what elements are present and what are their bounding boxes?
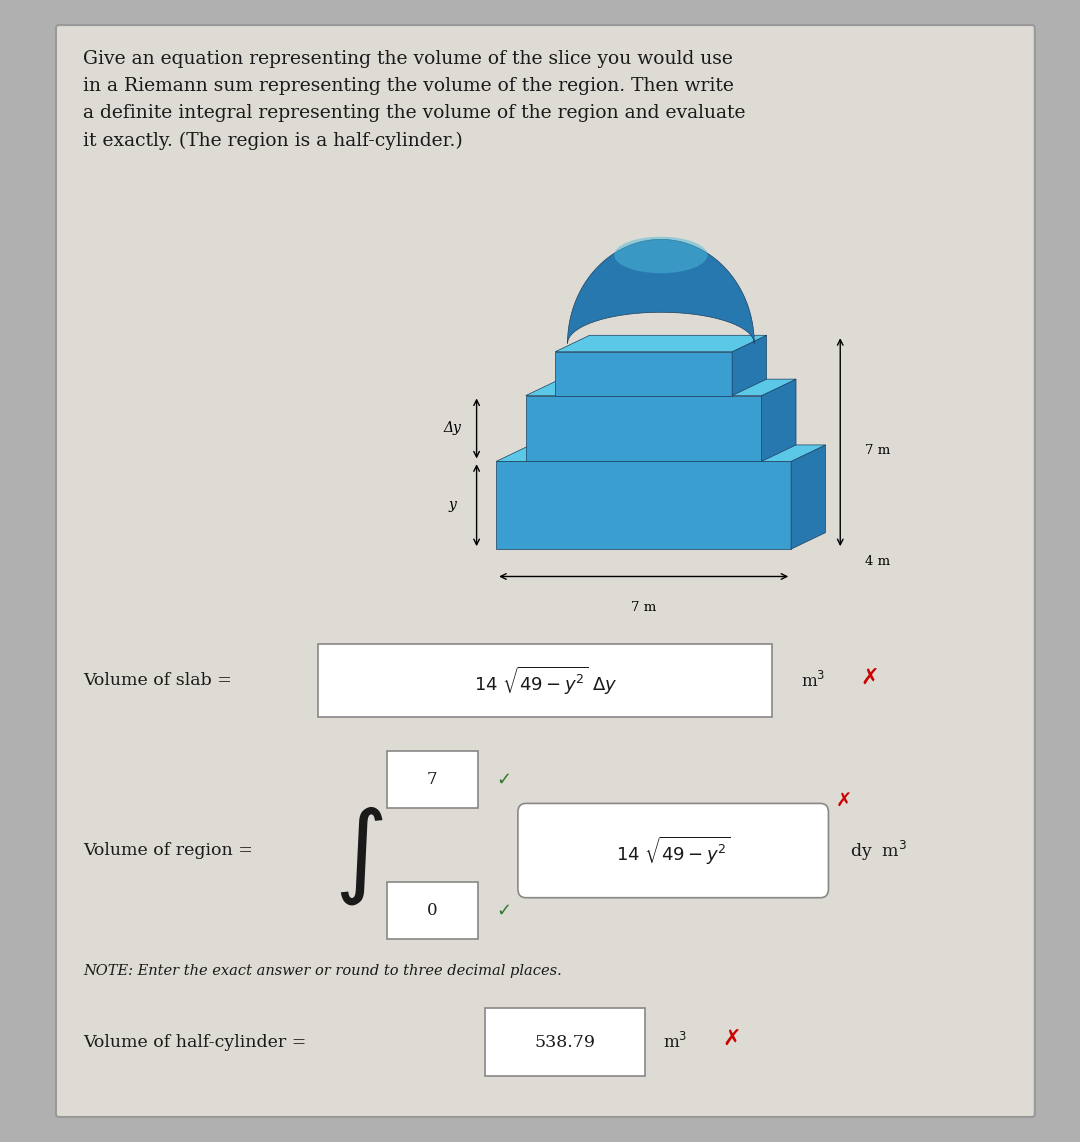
Text: 0: 0: [427, 902, 437, 919]
FancyBboxPatch shape: [319, 644, 772, 717]
FancyBboxPatch shape: [387, 750, 477, 807]
Text: ✓: ✓: [497, 771, 512, 788]
Text: NOTE: Enter the exact answer or round to three decimal places.: NOTE: Enter the exact answer or round to…: [83, 964, 563, 979]
Text: 4 m: 4 m: [865, 555, 890, 568]
Text: ✓: ✓: [497, 902, 512, 919]
Polygon shape: [497, 461, 792, 549]
Polygon shape: [792, 445, 825, 549]
Text: 7: 7: [427, 771, 437, 788]
Polygon shape: [526, 395, 761, 461]
Polygon shape: [497, 445, 825, 461]
Text: Volume of slab =: Volume of slab =: [83, 673, 238, 689]
Polygon shape: [555, 336, 767, 352]
Text: ✗: ✗: [860, 667, 878, 687]
Polygon shape: [732, 336, 767, 395]
Text: m$^3$: m$^3$: [663, 1032, 688, 1053]
Text: m$^3$: m$^3$: [801, 670, 825, 691]
Text: 7 m: 7 m: [865, 444, 890, 457]
Text: Volume of region =: Volume of region =: [83, 842, 259, 859]
Text: dy  m$^3$: dy m$^3$: [850, 838, 907, 862]
Text: ✗: ✗: [835, 791, 852, 811]
Text: Volume of half-cylinder =: Volume of half-cylinder =: [83, 1034, 312, 1051]
Text: $14\ \sqrt{49 - y^2}$: $14\ \sqrt{49 - y^2}$: [616, 835, 730, 867]
FancyBboxPatch shape: [387, 883, 477, 940]
Text: $14\ \sqrt{49 - y^2}\ \Delta y$: $14\ \sqrt{49 - y^2}\ \Delta y$: [473, 665, 618, 697]
Polygon shape: [567, 240, 754, 344]
FancyBboxPatch shape: [485, 1008, 645, 1077]
Polygon shape: [761, 379, 796, 461]
Text: Δy: Δy: [443, 421, 461, 435]
Polygon shape: [555, 352, 732, 395]
Text: y: y: [448, 498, 456, 513]
Text: Give an equation representing the volume of the slice you would use
in a Riemann: Give an equation representing the volume…: [83, 50, 746, 150]
Polygon shape: [526, 379, 796, 395]
Ellipse shape: [615, 236, 707, 273]
Text: 7 m: 7 m: [631, 601, 657, 613]
FancyBboxPatch shape: [518, 804, 828, 898]
Text: ✗: ✗: [723, 1029, 741, 1049]
FancyBboxPatch shape: [56, 25, 1035, 1117]
Text: 538.79: 538.79: [535, 1034, 595, 1051]
Text: $\int$: $\int$: [334, 805, 383, 908]
